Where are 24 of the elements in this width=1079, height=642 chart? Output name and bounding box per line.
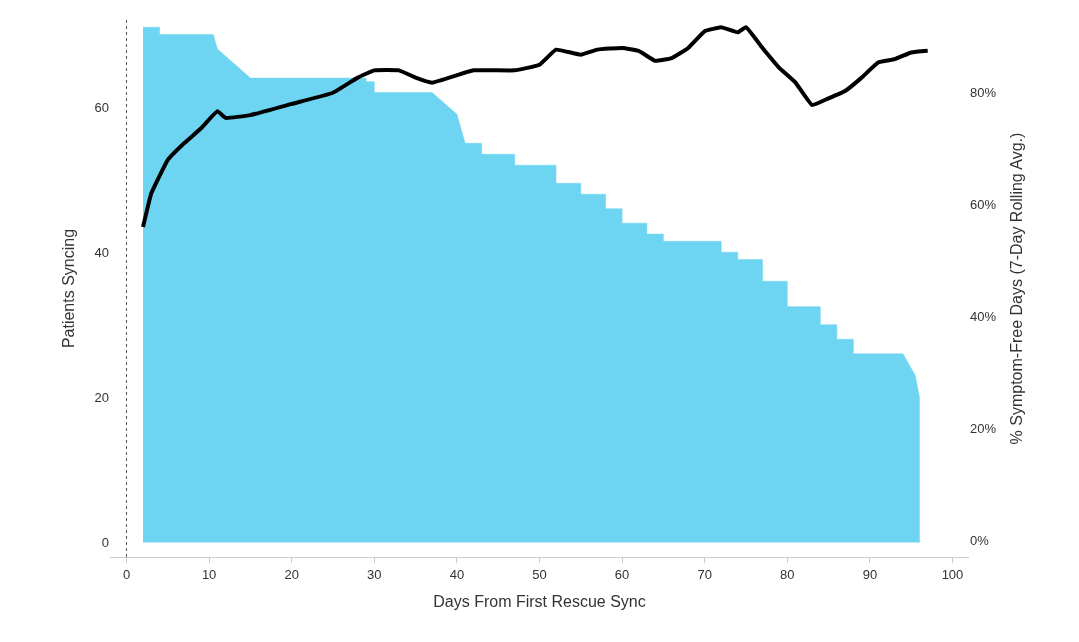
- x-tick-label: 10: [201, 566, 217, 582]
- y-tick-label: 60: [94, 99, 109, 115]
- y2-tick-label: 60%: [970, 197, 997, 213]
- line-series: [141, 25, 930, 229]
- x-tick-label: 60: [614, 566, 630, 582]
- x-tick-label: 50: [532, 566, 547, 582]
- x-tick-label: 100: [941, 566, 964, 582]
- x-axis-title: Days From First Rescue Sync: [433, 593, 646, 611]
- y2-axis-title: % Symptom-Free Days (7-Day Rolling Avg.): [1008, 132, 1026, 445]
- x-tick-label: 80: [780, 566, 795, 582]
- y2-tick-label: 20%: [970, 420, 997, 436]
- y-tick-label: 20: [94, 389, 109, 405]
- y2-tick-label: 80%: [970, 85, 997, 101]
- x-tick-label: 0: [122, 566, 131, 582]
- y2-tick-label: 0%: [970, 532, 990, 548]
- x-tick-label: 40: [449, 566, 465, 582]
- x-tick-label: 30: [367, 566, 382, 582]
- x-tick-label: 90: [862, 566, 878, 582]
- y-axis-title: Patients Syncing: [60, 228, 78, 349]
- y-tick-label: 0: [101, 535, 109, 551]
- y2-tick-label: 40%: [970, 309, 997, 325]
- y-tick-label: 40: [94, 244, 109, 260]
- x-tick-label: 20: [284, 566, 299, 582]
- x-tick-label: 70: [697, 566, 712, 582]
